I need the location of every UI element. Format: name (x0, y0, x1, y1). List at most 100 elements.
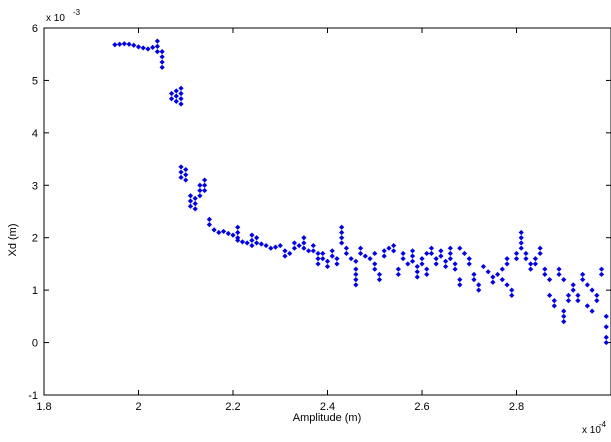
data-point (471, 271, 477, 278)
data-point (518, 229, 524, 236)
data-point (244, 240, 250, 246)
data-point (206, 222, 212, 228)
data-point (197, 182, 203, 188)
data-point (353, 271, 359, 278)
data-point (235, 229, 241, 236)
data-point (206, 216, 212, 222)
y-exponent-label: x 10 (46, 13, 65, 24)
data-point (178, 90, 184, 97)
data-point (466, 261, 472, 267)
data-point (433, 261, 439, 267)
data-point (405, 261, 411, 267)
data-point (457, 245, 463, 251)
data-point (310, 242, 316, 249)
data-point (192, 206, 198, 212)
data-point (561, 277, 567, 283)
data-point (495, 271, 501, 278)
data-point (150, 44, 156, 50)
data-point (409, 253, 416, 259)
x-axis-label: Amplitude (m) (293, 412, 361, 424)
data-point (509, 287, 515, 293)
data-point (499, 266, 505, 272)
data-point (518, 245, 524, 251)
data-point (395, 266, 401, 272)
data-point (178, 101, 184, 107)
data-point (537, 245, 543, 251)
data-point (386, 245, 392, 251)
data-point (433, 256, 439, 262)
data-point (154, 38, 160, 44)
data-point (178, 96, 184, 102)
data-point (263, 242, 269, 249)
data-point (296, 242, 302, 249)
data-point (339, 224, 345, 230)
data-point (159, 59, 165, 65)
data-point (183, 172, 189, 178)
data-point (372, 266, 378, 272)
y-tick-label: 3 (32, 180, 38, 192)
y-tick-label: -1 (28, 390, 38, 402)
y-tick-label: 5 (32, 75, 38, 87)
data-point (499, 277, 505, 283)
data-point (339, 240, 345, 246)
data-point (353, 266, 359, 272)
data-point (173, 93, 179, 99)
data-point (117, 41, 123, 47)
data-point (391, 248, 397, 254)
data-point (310, 248, 316, 254)
x-exponent: -4 (599, 420, 607, 429)
data-point (551, 303, 557, 309)
data-point (187, 198, 194, 204)
data-point (235, 235, 241, 241)
data-point (187, 193, 194, 199)
data-point (348, 256, 354, 262)
data-point (353, 258, 359, 264)
data-point (575, 298, 581, 304)
data-point (580, 277, 586, 283)
data-point (419, 256, 425, 262)
data-point (424, 266, 430, 272)
data-point (447, 245, 453, 251)
data-point (178, 174, 184, 181)
data-point (570, 287, 576, 293)
data-point (438, 248, 444, 254)
data-point (291, 240, 298, 246)
data-point (202, 182, 208, 188)
data-point (357, 245, 364, 251)
data-point (187, 203, 194, 209)
data-point (135, 44, 142, 50)
data-point (504, 256, 510, 262)
data-point (603, 313, 609, 319)
data-point (603, 324, 609, 330)
data-point (565, 298, 572, 304)
data-point (561, 319, 567, 325)
data-point (291, 245, 298, 251)
data-point (154, 43, 160, 49)
data-point (376, 277, 383, 283)
data-point (287, 250, 293, 257)
data-point (329, 253, 335, 259)
data-point (112, 42, 118, 48)
data-point (315, 250, 321, 257)
data-point (159, 48, 165, 55)
data-point (183, 177, 189, 183)
data-point (277, 242, 283, 249)
data-point (419, 261, 425, 267)
data-point (192, 195, 198, 201)
data-point (490, 279, 496, 285)
data-point (145, 46, 151, 52)
data-point (575, 292, 581, 298)
data-point (580, 271, 586, 278)
data-point (551, 298, 557, 304)
data-point (556, 266, 562, 272)
data-point (353, 277, 359, 283)
data-point (518, 235, 524, 241)
data-point (603, 339, 609, 346)
data-point (513, 256, 520, 262)
data-point (178, 85, 184, 91)
data-point (367, 256, 373, 262)
data-point (381, 248, 387, 254)
data-point (457, 282, 463, 288)
data-point (428, 250, 435, 257)
